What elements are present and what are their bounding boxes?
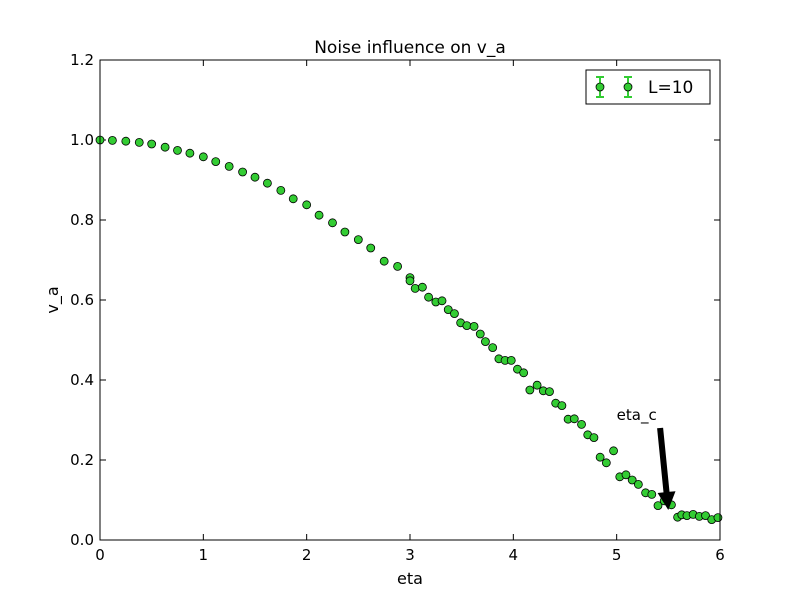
data-point bbox=[121, 136, 131, 146]
data-point bbox=[627, 475, 637, 485]
legend-label: L=10 bbox=[648, 78, 693, 98]
data-point bbox=[621, 470, 631, 480]
legend-box bbox=[585, 69, 711, 105]
data-point bbox=[147, 139, 157, 149]
data-point bbox=[185, 148, 195, 158]
data-point bbox=[532, 380, 542, 390]
legend-marker bbox=[623, 82, 633, 92]
data-point bbox=[633, 479, 643, 489]
x-tick-label: 5 bbox=[612, 546, 622, 564]
data-point bbox=[450, 309, 459, 319]
y-tick-label: 0.2 bbox=[70, 451, 94, 469]
data-point bbox=[314, 210, 324, 220]
annotation-label: eta_c bbox=[617, 406, 657, 425]
data-point bbox=[653, 501, 663, 511]
data-point bbox=[276, 185, 286, 195]
data-point bbox=[569, 414, 579, 424]
data-point bbox=[379, 256, 389, 266]
data-point bbox=[601, 458, 611, 468]
x-tick-label: 3 bbox=[405, 546, 415, 564]
data-point bbox=[519, 368, 529, 378]
chart-title: Noise influence on v_a bbox=[314, 38, 506, 58]
data-point bbox=[475, 329, 485, 339]
data-point bbox=[424, 292, 434, 302]
data-point bbox=[393, 261, 403, 271]
data-point bbox=[410, 283, 420, 293]
data-point bbox=[224, 161, 234, 171]
data-point bbox=[238, 167, 248, 177]
data-point bbox=[366, 243, 376, 253]
y-tick-label: 0.6 bbox=[70, 291, 94, 309]
legend: L=10 bbox=[585, 69, 711, 105]
data-point bbox=[595, 452, 605, 462]
data-point bbox=[211, 157, 221, 167]
x-axis-label: eta bbox=[397, 569, 423, 588]
y-tick-label: 1.0 bbox=[70, 131, 94, 149]
data-point bbox=[469, 321, 479, 331]
y-axis-label: v_a bbox=[43, 286, 63, 313]
data-point bbox=[589, 433, 599, 443]
y-tick-label: 0.4 bbox=[70, 371, 94, 389]
data-point bbox=[302, 200, 312, 210]
axis-ticks: 0 1 2 3 4 5 6 0.0 0.2 0.4 0.6 0.8 1.0 1.2 bbox=[70, 51, 725, 564]
data-point bbox=[713, 513, 723, 522]
data-point bbox=[288, 194, 298, 204]
data-point bbox=[340, 227, 350, 237]
data-point bbox=[647, 489, 657, 499]
annotations: eta_c bbox=[617, 406, 676, 510]
data-point bbox=[160, 142, 170, 152]
data-point bbox=[462, 321, 472, 331]
data-point bbox=[481, 337, 490, 347]
data-point bbox=[417, 282, 427, 292]
data-point bbox=[405, 276, 415, 286]
data-point bbox=[328, 218, 337, 228]
data-point bbox=[250, 172, 260, 182]
data-point bbox=[437, 296, 447, 306]
annotation-arrow bbox=[657, 427, 676, 510]
y-tick-label: 0.0 bbox=[70, 531, 94, 549]
data-point bbox=[506, 355, 516, 365]
data-point bbox=[262, 178, 272, 188]
y-tick-label: 0.8 bbox=[70, 211, 94, 229]
data-point bbox=[353, 235, 363, 245]
y-tick-label: 1.2 bbox=[70, 51, 94, 69]
x-tick-label: 0 bbox=[95, 546, 105, 564]
x-tick-label: 1 bbox=[199, 546, 209, 564]
data-point bbox=[488, 343, 498, 353]
data-point bbox=[609, 446, 618, 456]
data-point bbox=[525, 385, 535, 395]
data-point bbox=[577, 419, 586, 429]
legend-marker bbox=[595, 82, 605, 92]
x-tick-label: 6 bbox=[715, 546, 725, 564]
data-point bbox=[701, 511, 710, 520]
data-point bbox=[198, 152, 208, 162]
data-point bbox=[545, 387, 554, 397]
x-tick-label: 2 bbox=[302, 546, 312, 564]
data-point bbox=[108, 135, 117, 145]
data-point bbox=[443, 305, 453, 315]
data-point bbox=[173, 145, 182, 155]
plot-area-frame bbox=[99, 59, 721, 541]
x-tick-label: 4 bbox=[509, 546, 519, 564]
data-point bbox=[557, 401, 567, 411]
data-point bbox=[134, 137, 144, 147]
